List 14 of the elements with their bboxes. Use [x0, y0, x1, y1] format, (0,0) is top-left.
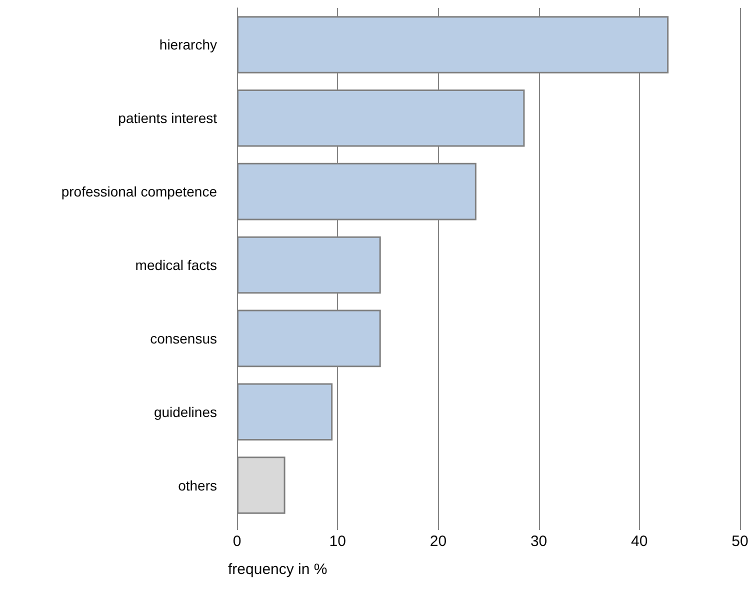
x-tick-label: 50 [732, 533, 748, 550]
x-tick-label: 10 [329, 533, 346, 550]
x-tick-label: 40 [631, 533, 648, 550]
y-tick-label: guidelines [154, 404, 217, 420]
x-tick-label: 30 [530, 533, 548, 550]
y-tick-label: patients interest [118, 110, 218, 126]
x-tick-label: 0 [232, 533, 242, 550]
x-tick-label: 20 [430, 533, 447, 550]
y-tick-label: professional competence [61, 184, 218, 200]
y-tick-label: hierarchy [159, 36, 217, 53]
y-tick-label: medical facts [135, 257, 217, 273]
x-axis-title: frequency in % [228, 561, 328, 578]
y-tick-label: consensus [150, 330, 217, 346]
y-tick-label: others [178, 477, 217, 494]
